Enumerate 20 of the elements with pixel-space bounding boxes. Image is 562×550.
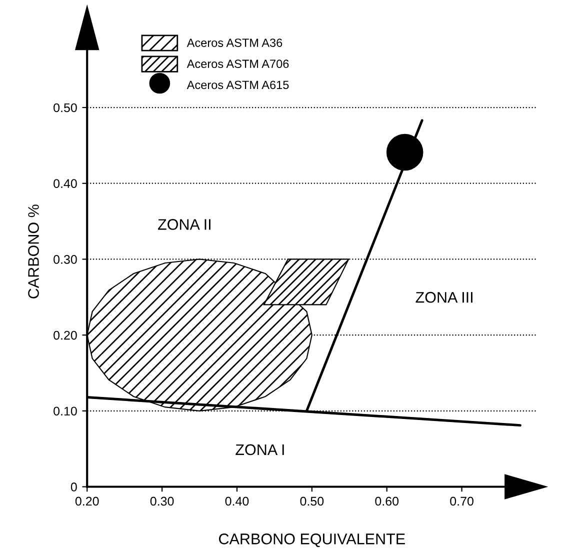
legend-label: Aceros ASTM A706 <box>186 60 289 68</box>
y-tick-label: 0.40 <box>54 179 77 188</box>
legend-label: Aceros ASTM A36 <box>186 38 282 47</box>
y-tick-label: 0.30 <box>54 255 77 264</box>
annotation: ZONA I <box>236 444 284 456</box>
y-tick-label: 0.50 <box>54 103 77 112</box>
x-tick-label: 0.60 <box>375 496 399 506</box>
y-tick-label: 0.20 <box>54 330 77 340</box>
annotation: ZONA II <box>158 219 210 230</box>
x-tick-label: 0.40 <box>225 496 249 506</box>
annotation: ZONA III <box>416 292 472 303</box>
x-tick-label: 0.30 <box>150 496 174 506</box>
legend-label: Aceros ASTM A615 <box>186 80 289 90</box>
y-tick-label: 0.10 <box>54 406 77 416</box>
x-tick-label: 0.50 <box>300 496 324 506</box>
y-axis-title: CARBONO % <box>28 204 39 298</box>
y-tick-label: 0 <box>70 482 77 492</box>
x-axis-title: CARBONO EQUIVALENTE <box>219 534 405 548</box>
x-tick-label: 0.20 <box>75 496 99 506</box>
x-tick-label: 0.70 <box>450 496 474 506</box>
